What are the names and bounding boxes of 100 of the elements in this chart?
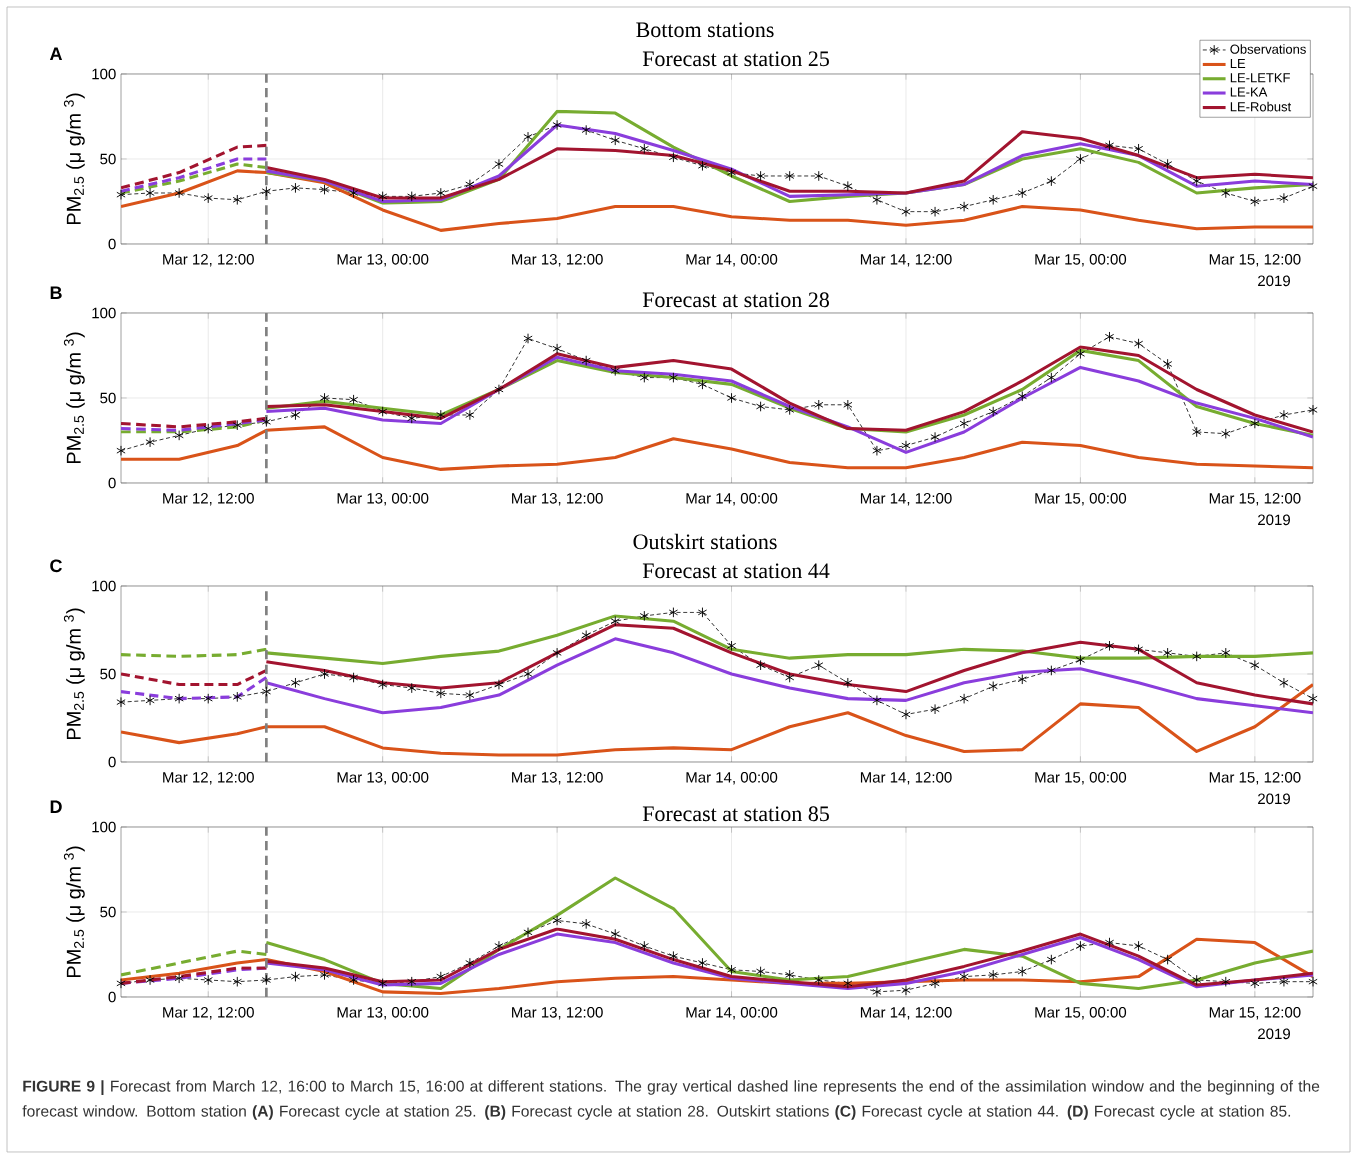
point [814,399,824,411]
point [1308,976,1318,987]
point [552,647,562,659]
y-tick-label: 50 [100,668,116,680]
point [1163,358,1173,370]
text: 2019 [1258,275,1290,287]
legend-label: LE-KA [1230,87,1268,97]
point [232,419,242,431]
point [930,703,940,715]
x-tick-label: Mar 15, 00:00 [1035,772,1127,785]
point [116,696,126,708]
y-axis-title: PM$_{2.5}$ (μ g/m $^{3}$) [63,608,85,740]
point [959,418,969,429]
point [1163,158,1173,170]
y-tick-label: 100 [92,307,116,319]
line-series [121,966,268,985]
point [843,677,853,689]
y-tick-label: 0 [108,756,116,768]
point [1046,175,1056,187]
point [174,693,184,704]
x-tick-label: Mar 14, 00:00 [686,254,778,267]
point [436,409,446,421]
point [145,695,155,706]
text: D [50,800,62,813]
point [145,974,155,986]
point [261,186,271,197]
x-tick-label: Mar 14, 00:00 [686,493,778,506]
point [436,688,446,699]
point [290,971,301,982]
point [1133,940,1144,952]
line-series [121,143,268,190]
point [203,693,213,704]
point [465,179,475,190]
x-tick-label: Mar 13, 00:00 [337,1007,429,1020]
point [1279,677,1289,689]
point [552,343,562,354]
line-series [264,623,1313,706]
point [1046,372,1056,383]
x-tick-label: Mar 14, 12:00 [860,772,952,785]
point [785,969,795,981]
chart-title: Forecast at station 28 [642,292,829,308]
point [581,629,591,641]
point [1046,954,1056,965]
x-tick-label: Mar 14, 12:00 [860,493,952,506]
point [668,152,679,163]
point [726,964,737,976]
point [639,143,649,155]
point [639,372,649,383]
point [1017,674,1027,685]
text: 2019 [1258,793,1290,805]
point [1221,647,1231,659]
point [261,974,271,986]
point [1308,180,1318,192]
point [610,365,620,377]
chart-title: Outskirt stations [633,533,777,550]
legend-label: LE [1230,59,1246,68]
point [814,974,824,986]
point [378,679,388,690]
line-series [121,683,1313,757]
line-series [121,675,268,701]
point [610,135,620,146]
point [668,372,679,383]
point [1133,644,1144,655]
point [348,974,359,986]
point [988,969,998,981]
point [610,928,620,940]
x-tick-label: Mar 15, 12:00 [1209,772,1301,785]
point [610,615,620,627]
point [843,399,853,411]
point [581,918,591,930]
point [1075,153,1086,165]
x-tick-label: Mar 14, 00:00 [686,772,778,785]
point [145,187,155,199]
y-axis-title: PM$_{2.5}$ (μ g/m $^{3}$) [63,332,85,464]
point [494,158,504,170]
point [901,440,911,451]
point [785,404,795,416]
point [872,445,882,456]
x-tick-label: Mar 12, 12:00 [163,1007,254,1020]
chart-title: Bottom stations [636,22,774,38]
y-tick-label: 50 [100,153,116,165]
point [785,672,795,683]
line-series [121,949,268,977]
point [319,969,330,981]
text: FIGURE 9 | Forecast from March 12, 16:00 to March 15, 16:00 at different stations. The gray vertical dashed line represents the end of the assimilation window and the beginning of the forecast window. Bottom station (A) Forecast cycle at station 25. (B) Forecast cycle at station 28. Outskirt stations (C) Forecast cycle at station 44. (D) Forecast cycle at station 85. [22,1080,1320,1120]
point [988,406,998,417]
point [1104,937,1115,948]
point [843,978,853,989]
point [319,184,330,195]
point [988,681,998,692]
y-axis-title: PM$_{2.5}$ (μ g/m $^{3}$) [63,93,85,225]
y-tick-label: 50 [100,392,116,404]
point [697,160,708,172]
text: B [50,286,62,299]
x-tick-label: Mar 13, 00:00 [337,254,429,267]
point [1104,331,1115,343]
text: A [49,47,63,60]
point [930,978,940,989]
point [1163,647,1173,659]
text: 2019 [1258,1028,1290,1040]
